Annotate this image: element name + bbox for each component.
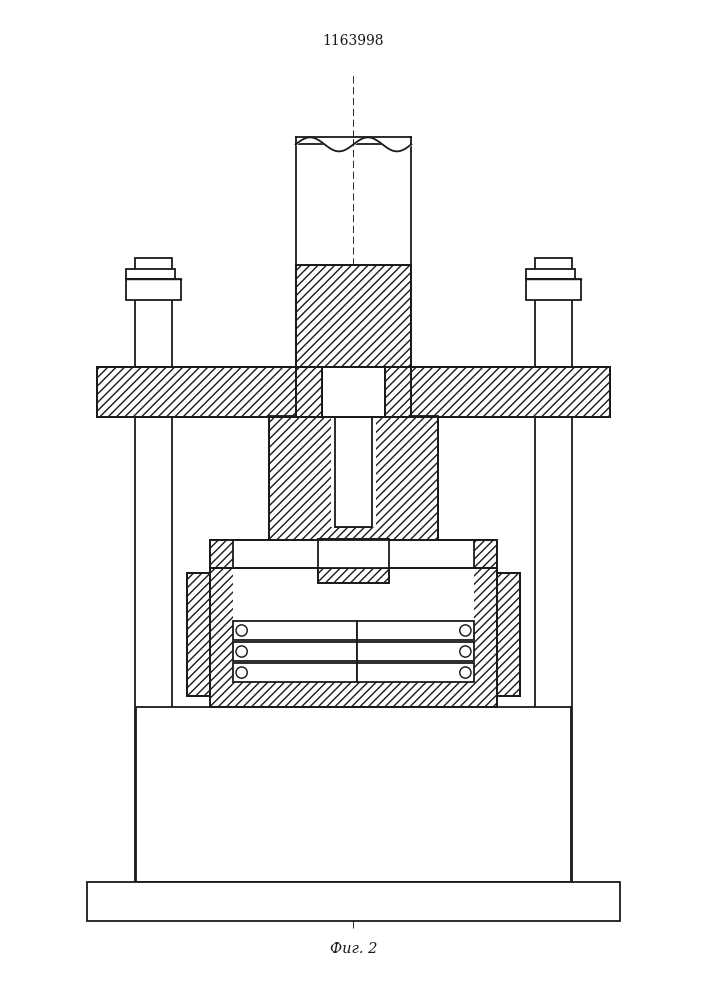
Bar <box>357 621 474 640</box>
Bar <box>127 279 181 300</box>
Bar <box>322 367 385 417</box>
Bar <box>296 367 322 417</box>
Bar <box>296 144 411 265</box>
Bar <box>497 573 520 696</box>
Bar <box>296 265 411 391</box>
Bar <box>318 540 389 568</box>
Bar <box>187 573 210 696</box>
Bar <box>322 367 385 417</box>
Bar <box>497 573 520 696</box>
Bar <box>233 621 357 640</box>
Bar <box>233 540 474 682</box>
Bar <box>335 417 372 527</box>
Bar <box>385 367 411 417</box>
Text: 1163998: 1163998 <box>323 34 384 48</box>
Text: Фиг. 2: Фиг. 2 <box>329 942 378 956</box>
Bar <box>411 367 609 417</box>
Bar <box>210 540 497 568</box>
Bar <box>210 540 497 568</box>
Bar <box>136 707 571 882</box>
Bar <box>98 367 609 417</box>
Bar <box>233 540 474 568</box>
Bar <box>98 367 296 417</box>
Bar <box>210 540 497 707</box>
Bar <box>296 265 411 391</box>
Bar <box>127 269 175 279</box>
Bar <box>296 367 411 417</box>
Bar <box>269 416 438 681</box>
Bar <box>187 573 210 696</box>
Bar <box>526 279 580 300</box>
Bar <box>357 663 474 682</box>
Bar <box>357 642 474 661</box>
Bar <box>296 367 411 417</box>
Bar <box>233 663 357 682</box>
Bar <box>535 258 572 882</box>
Bar <box>87 882 620 921</box>
Bar <box>233 642 357 661</box>
Bar <box>335 417 372 527</box>
Bar <box>497 573 520 696</box>
Bar <box>269 416 438 681</box>
Bar <box>318 539 389 583</box>
Bar <box>98 367 609 417</box>
Bar <box>187 573 210 696</box>
Bar <box>331 416 376 527</box>
Bar <box>318 539 389 583</box>
Bar <box>210 540 497 707</box>
Bar <box>135 258 172 882</box>
Bar <box>526 269 575 279</box>
